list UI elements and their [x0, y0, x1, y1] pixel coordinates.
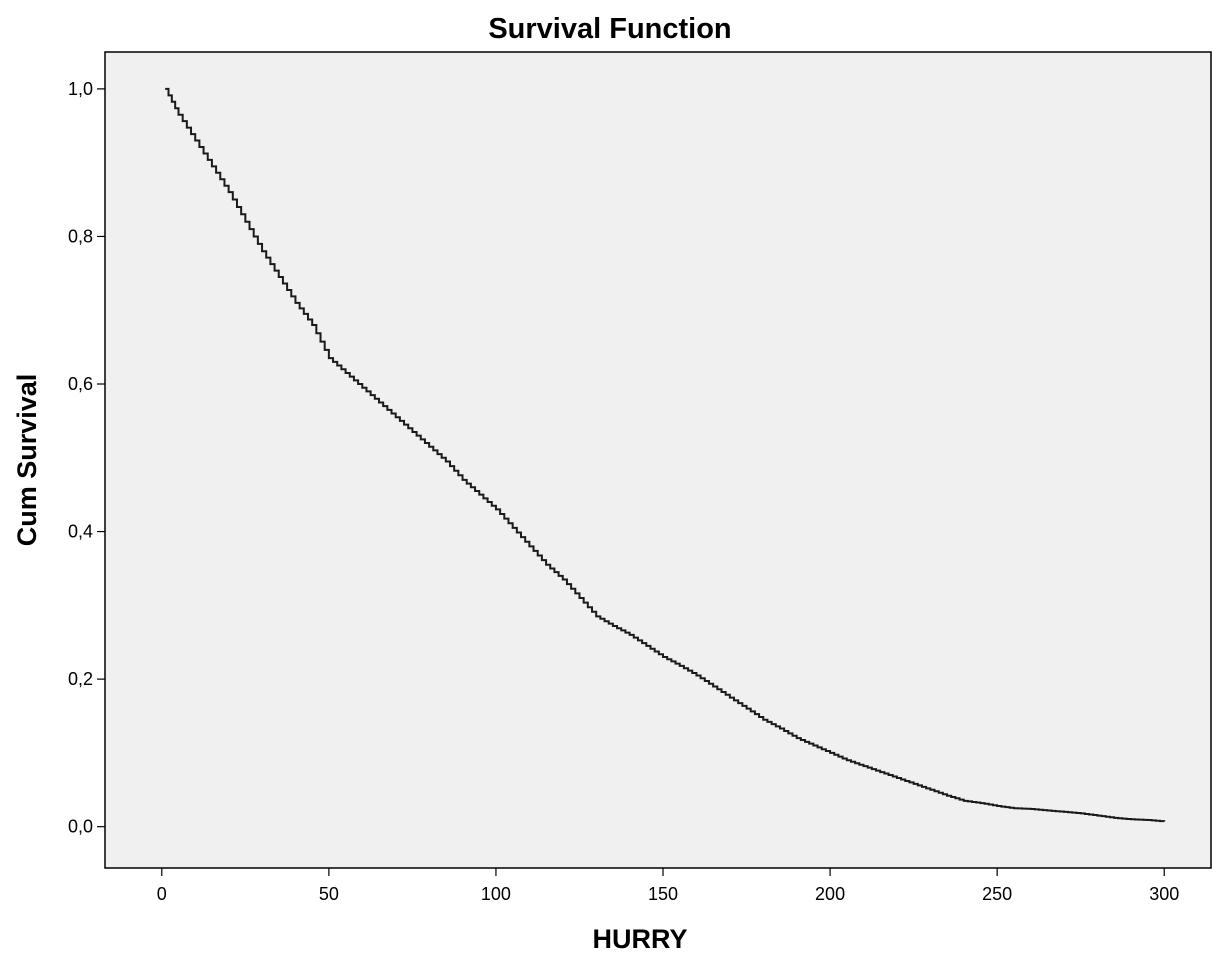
x-tick-label: 100: [481, 884, 511, 904]
x-tick-label: 150: [648, 884, 678, 904]
y-tick-label: 0,8: [68, 226, 93, 246]
x-tick-label: 250: [982, 884, 1012, 904]
x-axis: 0 50 100 150 200 250 300: [157, 868, 1179, 904]
x-tick-label: 200: [815, 884, 845, 904]
chart-title: Survival Function: [488, 13, 731, 45]
y-axis-label: Cum Survival: [12, 374, 42, 547]
y-tick-label: 0,0: [68, 817, 93, 837]
x-tick-label: 0: [157, 884, 167, 904]
x-tick-label: 50: [319, 884, 339, 904]
y-tick-label: 1,0: [68, 79, 93, 99]
plot-area: [105, 52, 1211, 868]
y-tick-label: 0,6: [68, 374, 93, 394]
x-axis-label: HURRY: [592, 924, 687, 953]
series-layer: [165, 87, 1166, 823]
plot-frame: [104, 51, 1212, 869]
y-tick-label: 0,4: [68, 522, 93, 542]
survival-curve-line: [165, 87, 1166, 823]
x-tick-label: 300: [1149, 884, 1179, 904]
y-axis: 0,0 0,2 0,4 0,6 0,8 1,0: [68, 79, 105, 837]
y-tick-label: 0,2: [68, 669, 93, 689]
